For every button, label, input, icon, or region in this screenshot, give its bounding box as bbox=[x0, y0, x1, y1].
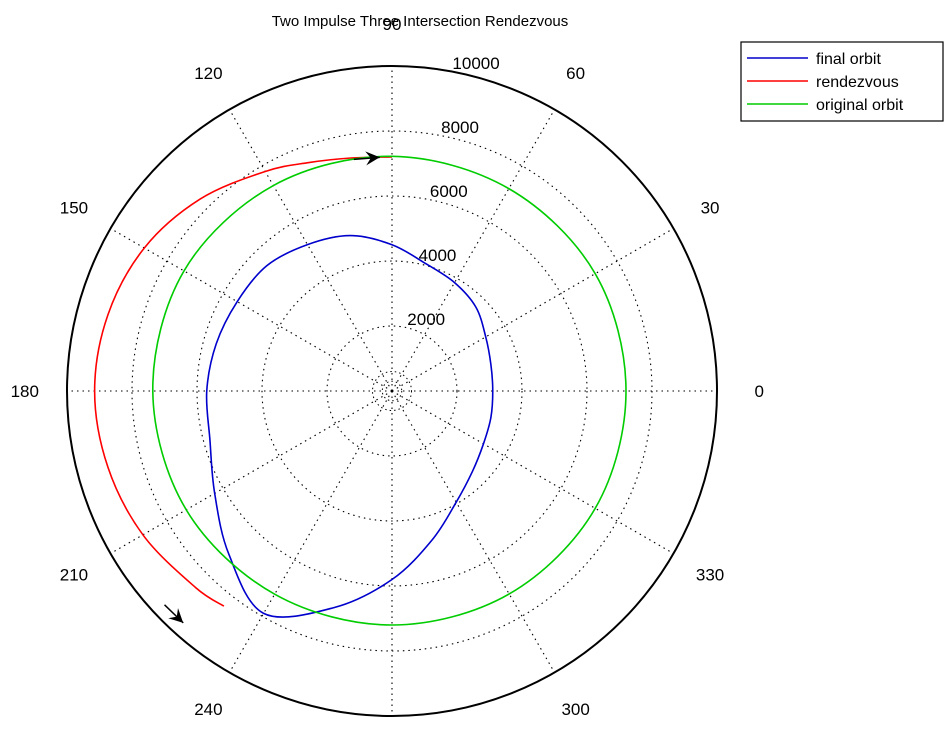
chart-title: Two Impulse Three Intersection Rendezvou… bbox=[272, 13, 569, 30]
grid-spoke bbox=[391, 228, 674, 392]
angle-tick-label: 240 bbox=[194, 700, 222, 719]
grid-circle-inner bbox=[372, 371, 412, 411]
grid-spoke bbox=[229, 390, 393, 673]
series-line-original-orbit bbox=[151, 155, 627, 626]
radius-tick-label: 4000 bbox=[419, 246, 457, 265]
radius-tick-label: 6000 bbox=[430, 182, 468, 201]
radius-tick-label: 2000 bbox=[407, 310, 445, 329]
legend-label: original orbit bbox=[816, 97, 904, 114]
annotation-arrow-head bbox=[365, 151, 380, 166]
legend: final orbit rendezvous original orbit bbox=[740, 41, 944, 122]
legend-label: final orbit bbox=[816, 51, 881, 68]
series-layer bbox=[93, 155, 627, 626]
radius-tick-label: 8000 bbox=[441, 118, 479, 137]
axis-labels: 0306090120150180210240270300330200040006… bbox=[11, 15, 764, 719]
radius-tick-label: 10000 bbox=[452, 54, 499, 73]
grid-spoke bbox=[391, 390, 674, 554]
angle-tick-label: 90 bbox=[383, 15, 402, 34]
angle-tick-label: 60 bbox=[566, 64, 585, 83]
series-line-final-orbit bbox=[205, 234, 494, 618]
angle-tick-label: 150 bbox=[60, 198, 88, 217]
series-line-rendezvous bbox=[93, 156, 393, 607]
legend-label: rendezvous bbox=[816, 74, 899, 91]
annotation-arrow-head bbox=[168, 608, 184, 623]
grid-spoke bbox=[229, 109, 393, 392]
polar-grid bbox=[66, 65, 718, 717]
grid-spoke bbox=[391, 109, 555, 392]
grid-circle bbox=[196, 195, 588, 587]
angle-tick-label: 330 bbox=[696, 566, 724, 585]
angle-tick-label: 210 bbox=[60, 566, 88, 585]
angle-tick-label: 0 bbox=[755, 382, 764, 401]
grid-circle bbox=[261, 260, 523, 522]
angle-tick-label: 300 bbox=[561, 700, 589, 719]
grid-circle-inner bbox=[381, 380, 403, 402]
annotation-layer bbox=[164, 151, 380, 624]
angle-tick-label: 180 bbox=[11, 382, 39, 401]
grid-circle bbox=[326, 325, 458, 457]
grid-spoke bbox=[391, 390, 555, 673]
angle-tick-label: 120 bbox=[194, 64, 222, 83]
grid-spoke bbox=[110, 390, 393, 554]
angle-tick-label: 30 bbox=[701, 198, 720, 217]
grid-spoke bbox=[110, 228, 393, 392]
